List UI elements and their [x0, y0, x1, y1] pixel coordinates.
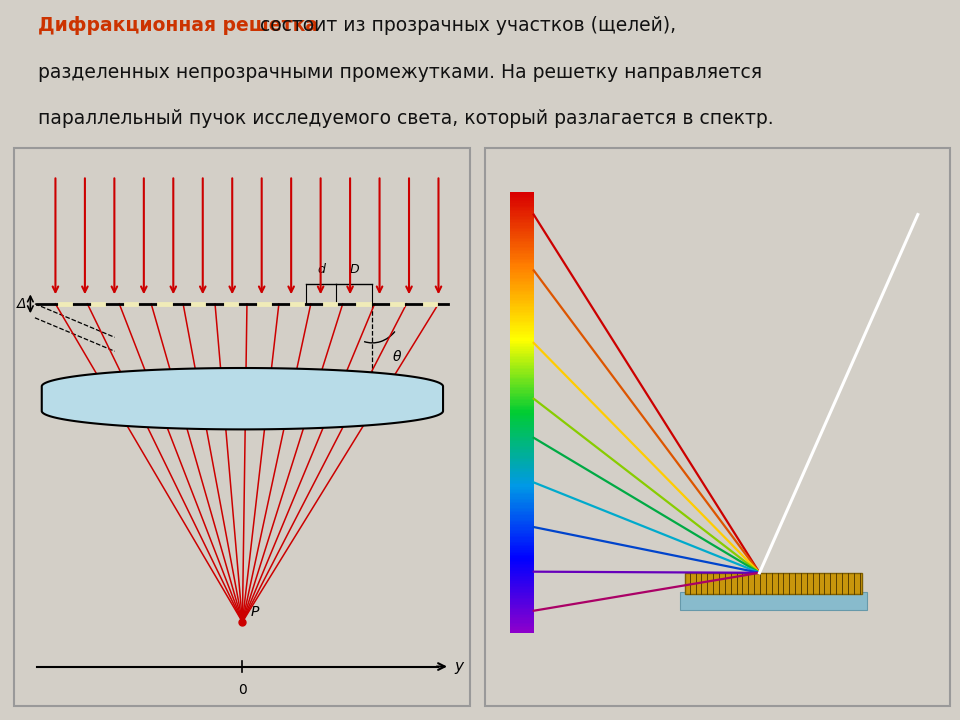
Text: разделенных непрозрачными промежутками. На решетку направляется: разделенных непрозрачными промежутками. …	[38, 63, 762, 81]
Text: d: d	[317, 263, 325, 276]
Text: состоит из прозрачных участков (щелей),: состоит из прозрачных участков (щелей),	[254, 17, 677, 35]
Text: P: P	[251, 605, 259, 619]
Polygon shape	[41, 368, 444, 429]
Text: 0: 0	[238, 683, 247, 697]
Text: θ: θ	[394, 350, 401, 364]
Text: Δ: Δ	[16, 297, 26, 311]
Text: параллельный пучок исследуемого света, который разлагается в спектр.: параллельный пучок исследуемого света, к…	[38, 109, 774, 127]
Text: Дифракционная решетка: Дифракционная решетка	[38, 17, 319, 35]
Text: D: D	[349, 263, 359, 276]
Text: y: y	[454, 659, 464, 674]
Bar	[681, 592, 867, 610]
Bar	[685, 573, 862, 594]
